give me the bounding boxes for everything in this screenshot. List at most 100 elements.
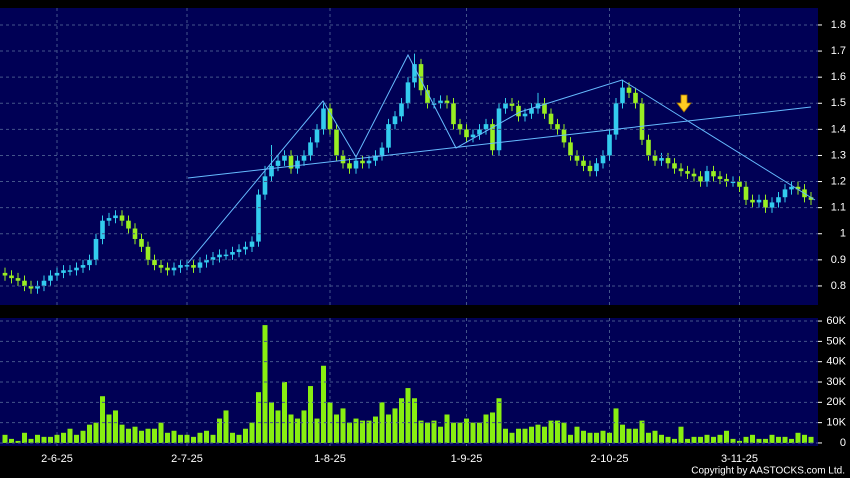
volume-bar: [295, 418, 300, 443]
volume-bar: [750, 434, 755, 443]
candle-body: [295, 160, 300, 169]
candle-body: [347, 163, 352, 169]
volume-bar: [392, 408, 398, 443]
volume-bar: [425, 422, 430, 443]
volume-bar: [418, 420, 424, 443]
volume-bar: [769, 434, 775, 443]
candle-body: [223, 254, 229, 257]
candle-body: [93, 238, 99, 260]
volume-bar: [587, 432, 593, 443]
candle-body: [230, 252, 235, 255]
candle-body: [197, 262, 203, 268]
candle-body: [594, 163, 599, 172]
volume-bar: [711, 436, 716, 443]
y-tick-label: 1.1: [831, 202, 846, 214]
volume-bar: [685, 438, 690, 443]
candle-body: [672, 163, 677, 169]
volume-bar: [516, 428, 521, 443]
y-tick-label: 1.4: [831, 123, 846, 135]
candle-body: [340, 155, 346, 164]
candle-body: [763, 199, 768, 208]
volume-bar: [15, 440, 21, 443]
candle-body: [438, 100, 443, 104]
x-tick-label: 3-11-25: [721, 453, 758, 465]
y-tick-label: 0.9: [831, 254, 846, 266]
volume-bar: [542, 426, 547, 443]
y-tick-label: 1.3: [831, 149, 846, 161]
volume-bar: [373, 416, 378, 443]
volume-bar: [581, 430, 586, 443]
candle-body: [48, 275, 53, 281]
x-tick-label: 1-9-25: [451, 453, 483, 465]
candle-body: [379, 147, 385, 156]
y-tick-label: 60K: [826, 315, 846, 327]
volume-bar: [9, 438, 14, 443]
candle-body: [698, 176, 703, 182]
candle-body: [334, 129, 339, 156]
candle-body: [477, 129, 482, 135]
candle-body: [301, 155, 307, 161]
volume-bar: [808, 436, 814, 443]
volume-bar: [275, 410, 281, 443]
volume-bar: [87, 424, 92, 443]
candle-body: [165, 267, 170, 271]
candle-body: [555, 124, 560, 130]
volume-bar: [678, 426, 684, 443]
neckline: [187, 106, 812, 179]
candle-body: [41, 280, 47, 286]
volume-bar: [698, 436, 703, 443]
volume-bar: [256, 392, 261, 443]
volume-bar: [386, 414, 391, 443]
copyright: Copyright by AASTOCKS.com Ltd.: [691, 466, 845, 477]
candle-body: [776, 197, 781, 203]
candle-body: [769, 202, 775, 208]
volume-bar: [574, 426, 580, 443]
candle-body: [314, 129, 320, 143]
y-tick-label: 0: [840, 437, 846, 449]
candle-body: [178, 265, 183, 268]
candle-body: [126, 220, 131, 229]
volume-bar: [152, 428, 157, 443]
candle-body: [412, 64, 417, 83]
candle-body: [210, 257, 216, 260]
volume-bar: [158, 422, 164, 443]
volume-bar: [730, 438, 736, 443]
volume-bar: [665, 436, 671, 443]
volume-bar: [503, 428, 508, 443]
volume-bar: [477, 422, 482, 443]
volume-bar: [74, 434, 79, 443]
volume-bar: [509, 432, 515, 443]
candle-body: [158, 265, 164, 268]
candle-body: [568, 142, 573, 156]
candle-body: [516, 105, 521, 117]
volume-bar: [789, 438, 794, 443]
volume-bar: [451, 422, 456, 443]
volume-bar: [113, 410, 118, 443]
candle-body: [509, 103, 515, 106]
candle-body: [360, 160, 365, 164]
candle-body: [659, 158, 664, 161]
candle-body: [717, 176, 723, 179]
candle-body: [243, 246, 248, 250]
volume-bar: [561, 422, 567, 443]
volume-bar: [659, 434, 664, 443]
volume-bar: [288, 414, 294, 443]
candle-body: [457, 124, 463, 130]
candle-body: [22, 280, 27, 286]
volume-bar: [54, 434, 60, 443]
price-panel: [0, 8, 818, 305]
volume-bar: [119, 424, 125, 443]
candle-body: [74, 267, 79, 271]
volume-bar: [217, 418, 222, 443]
candle-body: [191, 265, 196, 268]
candle-body: [275, 160, 281, 166]
volume-bar: [724, 430, 729, 443]
volume-bar: [782, 436, 788, 443]
candle-body: [262, 176, 268, 195]
volume-bar: [61, 432, 66, 443]
candle-body: [678, 168, 684, 172]
candle-body: [373, 155, 378, 161]
candle-body: [353, 160, 359, 169]
candle-body: [548, 113, 554, 125]
